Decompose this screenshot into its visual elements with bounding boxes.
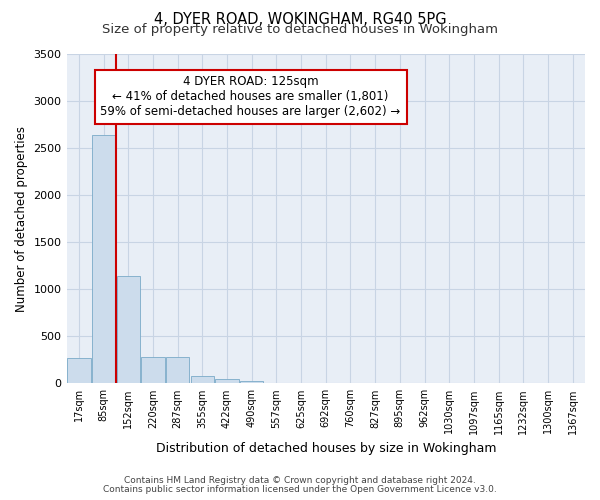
Bar [240, 380, 263, 384]
Text: Contains public sector information licensed under the Open Government Licence v3: Contains public sector information licen… [103, 485, 497, 494]
Text: 4, DYER ROAD, WOKINGHAM, RG40 5PG: 4, DYER ROAD, WOKINGHAM, RG40 5PG [154, 12, 446, 28]
Bar [141, 357, 164, 384]
X-axis label: Distribution of detached houses by size in Wokingham: Distribution of detached houses by size … [155, 442, 496, 455]
Bar [116, 276, 140, 384]
Bar [166, 357, 190, 384]
Y-axis label: Number of detached properties: Number of detached properties [15, 126, 28, 312]
Bar [67, 358, 91, 384]
Text: Size of property relative to detached houses in Wokingham: Size of property relative to detached ho… [102, 22, 498, 36]
Bar [191, 376, 214, 384]
Text: 4 DYER ROAD: 125sqm
← 41% of detached houses are smaller (1,801)
59% of semi-det: 4 DYER ROAD: 125sqm ← 41% of detached ho… [100, 76, 401, 118]
Bar [215, 379, 239, 384]
Bar [92, 135, 115, 384]
Text: Contains HM Land Registry data © Crown copyright and database right 2024.: Contains HM Land Registry data © Crown c… [124, 476, 476, 485]
